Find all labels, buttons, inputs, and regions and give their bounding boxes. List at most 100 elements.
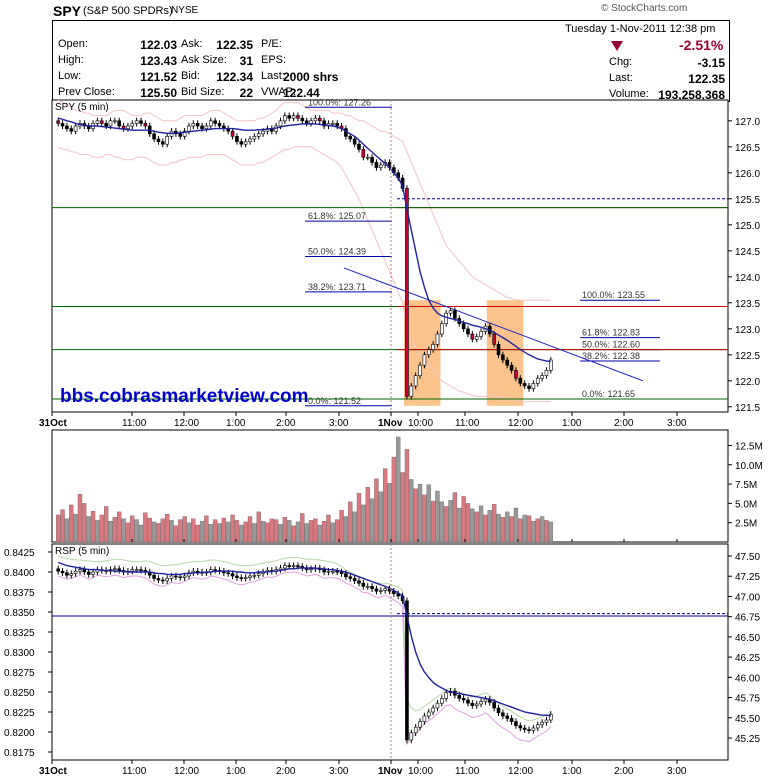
volume-bar <box>518 518 523 543</box>
volume-bar <box>474 511 479 543</box>
rsp-candle-body <box>165 578 169 582</box>
volume-bar <box>308 520 314 543</box>
volume-bar <box>260 520 266 543</box>
candle-body <box>147 125 152 135</box>
candle-body <box>326 123 331 127</box>
rsp-candle-body <box>335 570 339 573</box>
y-tick-right-label: 46.50 <box>735 633 760 644</box>
candle-body <box>496 344 501 356</box>
candle-body <box>270 128 274 132</box>
volume-bar <box>522 514 527 543</box>
volume-bar <box>409 479 414 543</box>
rsp-candle-body <box>304 567 309 570</box>
candle-body <box>256 133 261 137</box>
y-tick-right-label: 47.50 <box>735 552 760 563</box>
rsp-candle-body <box>531 727 536 731</box>
volume-bar <box>339 510 344 543</box>
candle-body <box>108 120 113 127</box>
rsp-candle-body <box>178 576 183 579</box>
rsp-candle-body <box>444 692 448 699</box>
x-tick-label: 2:00 <box>276 766 296 777</box>
candle-body <box>313 117 318 122</box>
rsp-candle-body <box>483 698 488 702</box>
candle-body <box>287 115 292 119</box>
candle-body <box>65 125 69 129</box>
volume-bar <box>400 472 405 543</box>
y-tick-label: 12.5M <box>735 441 763 452</box>
candle-body <box>82 123 87 127</box>
candle-body <box>435 333 440 345</box>
candle-body <box>339 125 344 129</box>
rsp-candle-body <box>440 698 444 704</box>
candle-body <box>78 123 82 127</box>
x-tick-label: 3:00 <box>667 418 687 429</box>
rsp-candle-body <box>422 715 427 722</box>
rsp-candle-body <box>549 714 553 721</box>
candle-body <box>235 136 239 142</box>
rsp-moving-average-line <box>57 561 551 717</box>
volume-bar <box>300 513 305 543</box>
volume-bar <box>413 488 418 543</box>
x-tick-label: 1:00 <box>226 766 246 777</box>
symbol[interactable]: SPY <box>53 3 82 19</box>
volume-bar <box>317 524 322 543</box>
volume-bar <box>199 520 205 543</box>
volume-bar <box>439 501 444 543</box>
candle-body <box>492 333 496 345</box>
candle-body <box>300 117 305 122</box>
volume-bar <box>269 518 274 543</box>
field-label: VWAP: <box>261 86 297 98</box>
x-tick-label: 10:00 <box>408 766 433 777</box>
rsp-candle-body <box>409 732 414 741</box>
field-label: Open: <box>58 38 88 50</box>
field-label: Bid Size: <box>181 86 225 98</box>
candle-body <box>335 123 339 127</box>
candle-body <box>217 123 222 127</box>
rsp-panel: 0.8425 0.8400 0.8375 0.8350 0.8325 0.8300 0.82… <box>4 543 760 777</box>
volume-bar <box>64 518 70 543</box>
rsp-candle-body <box>514 721 518 726</box>
volume-bar <box>348 501 353 543</box>
y-tick-label: 7.5M <box>735 480 757 491</box>
volume-bar <box>291 525 296 543</box>
x-tick-label: 1:00 <box>562 766 582 777</box>
volume-bar <box>326 514 331 543</box>
volume-bar <box>457 507 462 543</box>
volume-bar <box>396 436 401 543</box>
fib-right-label: 50.0%: 122.60 <box>582 340 640 350</box>
candle-body <box>378 164 383 168</box>
volume-bar <box>387 483 392 543</box>
volume-bar <box>204 515 209 543</box>
volume-bar <box>526 515 532 543</box>
quote-header: SPY (S&P 500 SPDRs) NYSE © StockCharts.c… <box>52 3 730 102</box>
candle-body <box>95 120 100 124</box>
fib-right-label: 100.0%: 123.55 <box>582 290 645 300</box>
fib-right-label: 0.0%: 121.65 <box>582 389 635 399</box>
rsp-candle-body <box>73 570 78 574</box>
y-tick-right-label: 46.00 <box>735 673 760 684</box>
y-tick-label: 126.5 <box>735 143 760 154</box>
candle-body <box>448 310 453 314</box>
volume-bar <box>505 511 510 543</box>
rsp-candle-body <box>208 569 213 573</box>
y-tick-label: 124.5 <box>735 247 760 258</box>
volume-bar <box>378 491 383 543</box>
rsp-candle-body <box>217 570 222 572</box>
field-value: 122.44 <box>283 86 320 100</box>
candle-body <box>99 120 104 124</box>
volume-bar <box>295 521 301 543</box>
y-tick-left-label: 0.8425 <box>4 548 35 559</box>
field-value: 125.50 <box>140 86 177 100</box>
y-tick-label: 125.5 <box>735 195 760 206</box>
volume-bar <box>365 487 370 543</box>
candle-body <box>239 141 244 145</box>
volume-bar <box>182 516 187 543</box>
rsp-candle-body <box>261 571 265 574</box>
y-tick-right-label: 45.50 <box>735 714 760 725</box>
candle-body <box>357 143 361 150</box>
volume-bar <box>108 520 113 543</box>
candle-body <box>544 370 549 376</box>
rsp-candle-body <box>300 566 305 569</box>
x-tick-label: 12:00 <box>174 418 199 429</box>
candle-body <box>117 120 122 127</box>
